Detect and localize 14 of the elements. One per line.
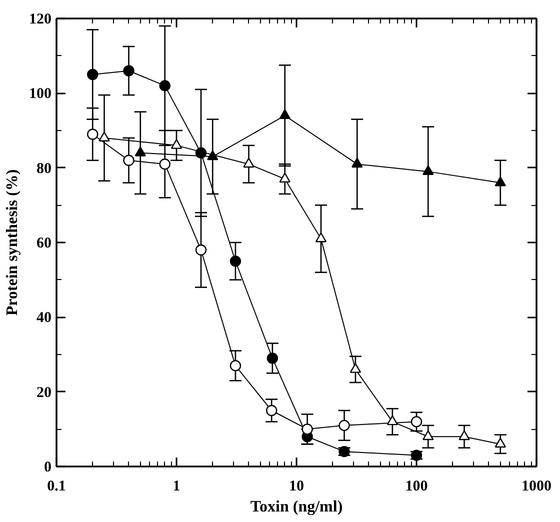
- y-axis-title: Protein synthesis (%): [4, 169, 21, 316]
- y-tick-label: 80: [36, 160, 52, 177]
- y-tick-label: 20: [36, 384, 52, 401]
- y-tick-label: 120: [29, 12, 52, 28]
- y-tick-label: 100: [29, 86, 52, 102]
- y-tick-label: 60: [36, 236, 52, 252]
- x-tick-label: 10: [289, 478, 304, 494]
- y-tick-label: 40: [36, 310, 52, 326]
- x-axis-title: Toxin (ng/ml): [250, 498, 343, 516]
- x-tick-label: 100: [405, 478, 428, 494]
- y-tick-label: 0: [44, 460, 52, 476]
- x-tick-label: 1: [172, 478, 180, 494]
- x-tick-label: 0.1: [47, 478, 66, 494]
- x-tick-label: 1000: [522, 478, 552, 494]
